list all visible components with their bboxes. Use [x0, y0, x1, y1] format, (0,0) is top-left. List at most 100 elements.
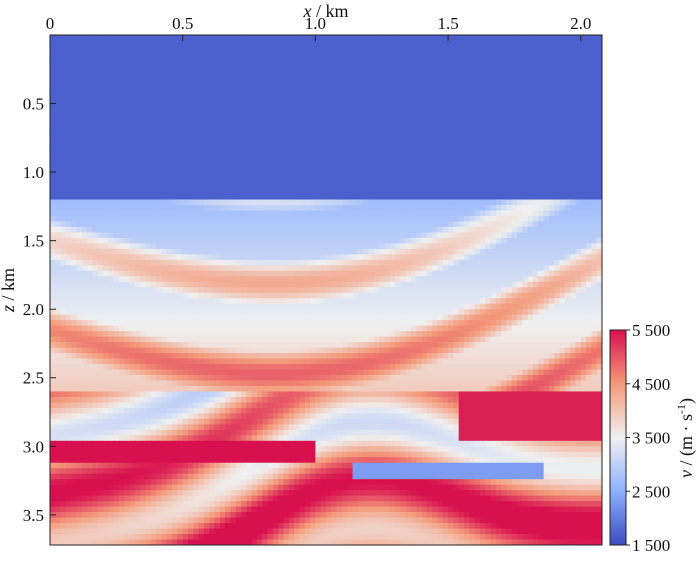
heat-cell	[326, 172, 332, 179]
heat-cell	[320, 56, 327, 64]
heat-cell	[294, 248, 301, 255]
heat-cell	[442, 128, 449, 135]
heat-cell	[490, 292, 497, 299]
heat-cell	[474, 215, 481, 223]
heat-cell	[485, 67, 492, 74]
heat-cell	[161, 188, 168, 195]
heat-cell	[379, 270, 385, 277]
heat-cell	[257, 144, 263, 151]
heat-cell	[320, 265, 327, 272]
heat-cell	[267, 254, 274, 261]
heat-cell	[357, 199, 364, 206]
heat-cell	[140, 166, 147, 173]
heat-cell	[272, 248, 279, 255]
heat-cell	[97, 221, 104, 228]
heat-cell	[426, 177, 433, 184]
heat-cell	[246, 172, 253, 179]
heat-cell	[294, 205, 301, 212]
heat-cell	[161, 78, 168, 85]
heat-cell	[395, 40, 401, 47]
heat-cell	[575, 78, 582, 85]
heat-cell	[262, 139, 269, 146]
heat-cell	[134, 177, 141, 184]
heat-cell	[97, 259, 104, 266]
heat-cell	[511, 73, 518, 80]
heat-cell	[203, 122, 210, 129]
heat-cell	[50, 298, 56, 305]
heat-cell	[76, 84, 83, 91]
heat-cell	[501, 95, 508, 102]
heat-cell	[97, 270, 104, 277]
heat-cell	[209, 84, 216, 91]
heat-cell	[310, 270, 316, 277]
heat-cell	[129, 78, 136, 85]
heat-cell	[129, 155, 136, 162]
heat-cell	[442, 89, 449, 96]
heat-cell	[288, 183, 295, 190]
heat-cell	[442, 51, 449, 58]
heat-cell	[134, 133, 141, 140]
heat-cell	[341, 194, 348, 201]
heat-cell	[458, 56, 465, 64]
heat-cell	[341, 78, 348, 85]
heat-cell	[538, 161, 545, 168]
heat-cell	[81, 221, 88, 228]
heat-cell	[81, 281, 88, 288]
heat-cell	[272, 177, 279, 184]
heat-cell	[76, 298, 83, 305]
heat-cell	[432, 248, 439, 255]
heat-cell	[87, 183, 94, 190]
heat-cell	[225, 35, 232, 42]
heat-cell	[288, 73, 295, 80]
heat-cell	[119, 188, 125, 195]
heat-cell	[405, 237, 412, 244]
heat-cell	[124, 35, 131, 42]
heat-cell	[267, 67, 274, 74]
heat-cell	[336, 210, 343, 217]
heat-cell	[357, 40, 364, 47]
heat-cell	[140, 84, 147, 91]
heat-cell	[103, 259, 109, 266]
heat-cell	[235, 106, 242, 113]
heat-cell	[469, 95, 476, 102]
heat-cell	[241, 161, 247, 168]
heat-cell	[326, 254, 332, 261]
heat-cell	[389, 243, 396, 250]
heat-cell	[373, 144, 380, 151]
heat-cell	[405, 62, 412, 69]
heat-cell	[257, 155, 263, 162]
heat-cell	[564, 183, 571, 190]
heat-cell	[87, 62, 94, 69]
heat-cell	[517, 194, 523, 201]
heat-cell	[50, 188, 56, 195]
heat-cell	[410, 270, 417, 277]
heat-cell	[458, 276, 465, 283]
heat-cell	[76, 144, 83, 151]
heat-cell	[511, 215, 518, 223]
heat-cell	[55, 183, 62, 190]
heat-cell	[559, 45, 566, 53]
heat-cell	[129, 254, 136, 261]
heat-cell	[363, 133, 370, 140]
heat-cell	[331, 177, 338, 184]
heat-cell	[156, 270, 163, 277]
heat-cell	[310, 100, 316, 107]
heat-cell	[363, 254, 370, 261]
heat-cell	[564, 111, 571, 118]
heat-cell	[347, 89, 354, 96]
heat-cell	[251, 243, 258, 250]
heat-cell	[432, 265, 439, 272]
heat-cell	[288, 215, 295, 223]
heat-cell	[389, 150, 396, 157]
heat-cell	[119, 150, 125, 157]
heat-cell	[373, 67, 380, 74]
heat-cell	[119, 259, 125, 266]
heat-cell	[479, 84, 486, 91]
heat-cell	[474, 89, 481, 96]
heat-cell	[60, 172, 67, 179]
heat-cell	[559, 35, 566, 42]
heat-cell	[177, 199, 184, 206]
heat-cell	[400, 67, 407, 74]
heat-cell	[145, 243, 152, 250]
heat-cell	[479, 62, 486, 69]
